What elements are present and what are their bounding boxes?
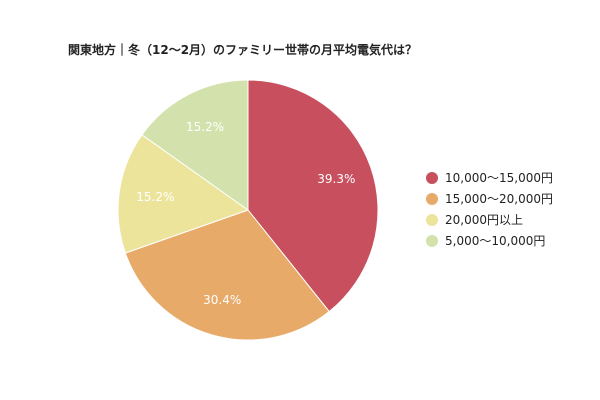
legend-marker-3 (426, 214, 438, 226)
pie-slices (117, 79, 379, 341)
legend-label-4: 5,000〜10,000円 (445, 234, 545, 248)
legend-marker-1 (426, 172, 438, 184)
pie-slice-4 (141, 79, 249, 211)
legend-label-2: 15,000〜20,000円 (445, 192, 553, 206)
slice-value-label-4: 15.2% (186, 120, 224, 134)
slice-value-label-1: 39.3% (317, 172, 355, 186)
legend-marker-2 (426, 193, 438, 205)
legend-marker-4 (426, 235, 438, 247)
slice-value-label-3: 15.2% (136, 190, 174, 204)
pie-slice-1 (247, 79, 379, 313)
legend: 10,000〜15,000円 15,000〜20,000円 20,000円以上 5,0… (426, 171, 553, 248)
pie-slice-labels: 39.3% 30.4% 15.2% 15.2% (136, 120, 355, 307)
legend-label-1: 10,000〜15,000円 (445, 171, 553, 185)
legend-label-3: 20,000円以上 (445, 213, 523, 227)
chart-title: 関東地方｜冬（12〜2月）のファミリー世帯の月平均電気代は？ (68, 42, 417, 57)
pie-slice-2 (124, 209, 330, 341)
pie-slice-3 (117, 134, 250, 254)
slice-value-label-2: 30.4% (203, 293, 241, 307)
